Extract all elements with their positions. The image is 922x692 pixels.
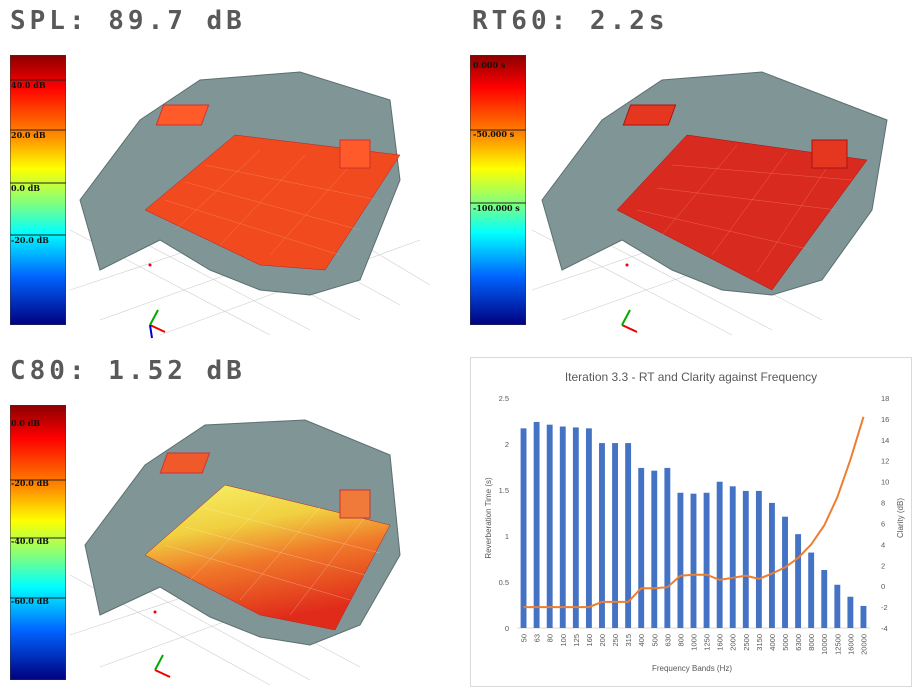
x-tick-label: 315: [624, 634, 633, 647]
spl-title: SPL: 89.7 dB: [10, 6, 246, 36]
x-axis-label: Frequency Bands (Hz): [652, 664, 732, 673]
x-tick-label: 250: [611, 634, 620, 647]
bar-12500: [834, 584, 841, 628]
spl-cbar-label-4: -20.0 dB: [11, 235, 49, 245]
x-tick-label: 2500: [742, 634, 751, 651]
bar-8000: [808, 552, 815, 628]
bar-200: [599, 443, 605, 628]
c80-colorbar: [10, 405, 66, 680]
c80-cbar-label-1: 0.0 dB: [11, 418, 41, 428]
x-tick-label: 630: [663, 634, 672, 647]
spl-colorbar: [10, 55, 66, 325]
y2-tick-label: -2: [881, 603, 888, 612]
x-tick-label: 6300: [794, 634, 803, 651]
y2-tick-label: 8: [881, 499, 885, 508]
c80-title: C80: 1.52 dB: [10, 356, 246, 386]
x-tick-label: 160: [585, 634, 594, 647]
y-tick-label: 2: [505, 440, 509, 449]
c80-room-render: [69, 419, 401, 686]
rt-clarity-chart: Iteration 3.3 - RT and Clarity against F…: [470, 357, 912, 687]
bar-630: [664, 467, 671, 628]
x-tick-label: 1000: [690, 634, 699, 651]
bar-2500: [742, 490, 749, 628]
y2-tick-label: 6: [881, 519, 885, 528]
bar-160: [585, 428, 592, 628]
bar-80: [546, 424, 553, 628]
bar-100: [559, 426, 566, 628]
bar-250: [612, 443, 618, 628]
c80-cbar-label-2: -20.0 dB: [11, 478, 49, 488]
bar-1600: [716, 481, 723, 628]
bar-63: [533, 421, 540, 628]
bar-800: [677, 492, 684, 628]
chart-title: Iteration 3.3 - RT and Clarity against F…: [565, 370, 817, 384]
bar-1250: [703, 492, 710, 628]
x-tick-label: 63: [533, 634, 542, 642]
y-tick-label: 2.5: [499, 394, 509, 403]
x-tick-label: 100: [559, 634, 568, 647]
x-tick-label: 8000: [807, 634, 816, 651]
x-tick-label: 12500: [833, 634, 842, 655]
x-tick-label: 125: [572, 634, 581, 647]
chart-svg: Iteration 3.3 - RT and Clarity against F…: [484, 370, 905, 673]
y-tick-label: 1.5: [499, 486, 509, 495]
bar-400: [638, 467, 645, 628]
x-tick-label: 4000: [768, 634, 777, 651]
clarity-series-line: [523, 416, 865, 609]
c80-cbar-label-3: -40.0 dB: [11, 536, 49, 546]
c80-cbar-label-4: -60.0 dB: [11, 596, 49, 606]
x-tick-label: 10000: [820, 634, 829, 655]
y2-tick-label: -4: [881, 624, 888, 633]
y2-tick-label: 14: [881, 436, 889, 445]
y2-tick-label: 12: [881, 457, 889, 466]
spl-cbar-label-3: 0.0 dB: [11, 183, 41, 193]
rt60-cbar-label-2: -50.000 s: [473, 129, 515, 139]
rt60-cbar-label-3: -100.000 s: [473, 203, 520, 213]
x-tick-label: 500: [650, 634, 659, 647]
rt60-room-render: [531, 71, 888, 336]
y-axis-label: Reverberation Time (s): [484, 477, 493, 559]
bar-10000: [821, 570, 828, 628]
rt60-colorbar: [470, 55, 526, 325]
bar-6300: [795, 534, 802, 628]
bar-315: [625, 443, 632, 628]
bar-5000: [782, 516, 788, 628]
bar-4000: [769, 502, 775, 628]
y-tick-label: 0.5: [499, 578, 509, 587]
y2-tick-label: 16: [881, 415, 889, 424]
x-tick-label: 2000: [729, 634, 738, 651]
x-tick-label: 16000: [846, 634, 855, 655]
bar-3150: [755, 490, 762, 628]
x-tick-label: 200: [598, 634, 607, 647]
y2-tick-label: 10: [881, 478, 889, 487]
x-tick-label: 50: [520, 634, 529, 642]
y2-tick-label: 2: [881, 561, 885, 570]
bar-2000: [729, 486, 736, 628]
y-tick-label: 1: [505, 532, 509, 541]
x-tick-label: 80: [546, 634, 555, 642]
bar-20000: [860, 605, 867, 628]
y-tick-label: 0: [505, 624, 509, 633]
x-tick-label: 1250: [703, 634, 712, 651]
x-tick-label: 800: [676, 634, 685, 647]
y2-tick-label: 0: [881, 582, 885, 591]
y2-axis-label: Clarity (dB): [896, 498, 905, 538]
y2-tick-label: 18: [881, 394, 889, 403]
bar-125: [572, 427, 579, 628]
x-tick-label: 3150: [755, 634, 764, 651]
spl-room-render: [69, 71, 431, 339]
spl-cbar-label-1: 40.0 dB: [11, 80, 46, 90]
x-tick-label: 20000: [859, 634, 868, 655]
x-tick-label: 400: [637, 634, 646, 647]
x-tick-label: 1600: [716, 634, 725, 651]
rt60-title: RT60: 2.2s: [472, 6, 669, 36]
bar-1000: [690, 493, 697, 628]
x-tick-label: 5000: [781, 634, 790, 651]
y2-tick-label: 4: [881, 540, 885, 549]
spl-cbar-label-2: 20.0 dB: [11, 130, 46, 140]
rt60-cbar-label-1: 0.000 s: [473, 60, 506, 70]
bar-500: [651, 470, 658, 628]
bar-16000: [847, 596, 854, 628]
bar-50: [520, 428, 527, 628]
